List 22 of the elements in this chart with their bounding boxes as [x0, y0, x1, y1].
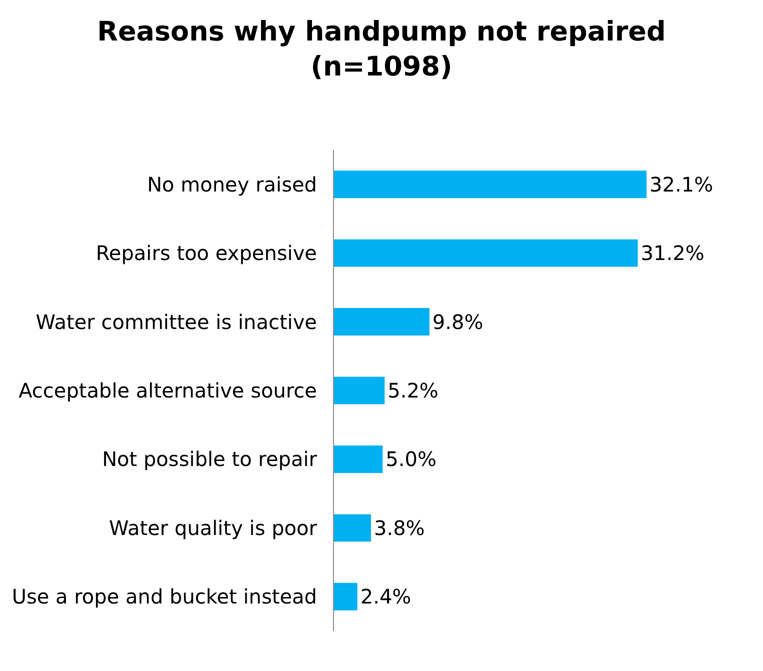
y-tick-label: No money raised	[147, 172, 317, 196]
data-label: 5.0%	[386, 447, 436, 472]
data-label: 31.2%	[640, 241, 704, 266]
data-label: 5.2%	[388, 378, 438, 402]
y-tick-label: Acceptable alternative source	[18, 378, 317, 402]
bar	[334, 308, 430, 336]
bar	[334, 170, 647, 198]
y-tick-label: Repairs too expensive	[96, 241, 317, 266]
y-tick-label: Use a rope and bucket instead	[12, 584, 317, 609]
chart-title: Reasons why handpump not repaired (n=1098)	[97, 16, 666, 82]
bar	[334, 376, 385, 404]
data-label: 2.4%	[360, 584, 412, 609]
y-tick-label: Water committee is inactive	[36, 310, 317, 334]
bar	[334, 514, 371, 542]
y-tick-label: Not possible to repair	[102, 447, 318, 472]
bar	[334, 582, 358, 610]
bar	[334, 445, 383, 473]
bar	[334, 239, 638, 267]
data-label: 9.8%	[432, 310, 484, 334]
data-label: 32.1%	[650, 172, 714, 196]
data-label: 3.8%	[374, 516, 425, 540]
y-tick-label: Water quality is poor	[109, 516, 318, 540]
